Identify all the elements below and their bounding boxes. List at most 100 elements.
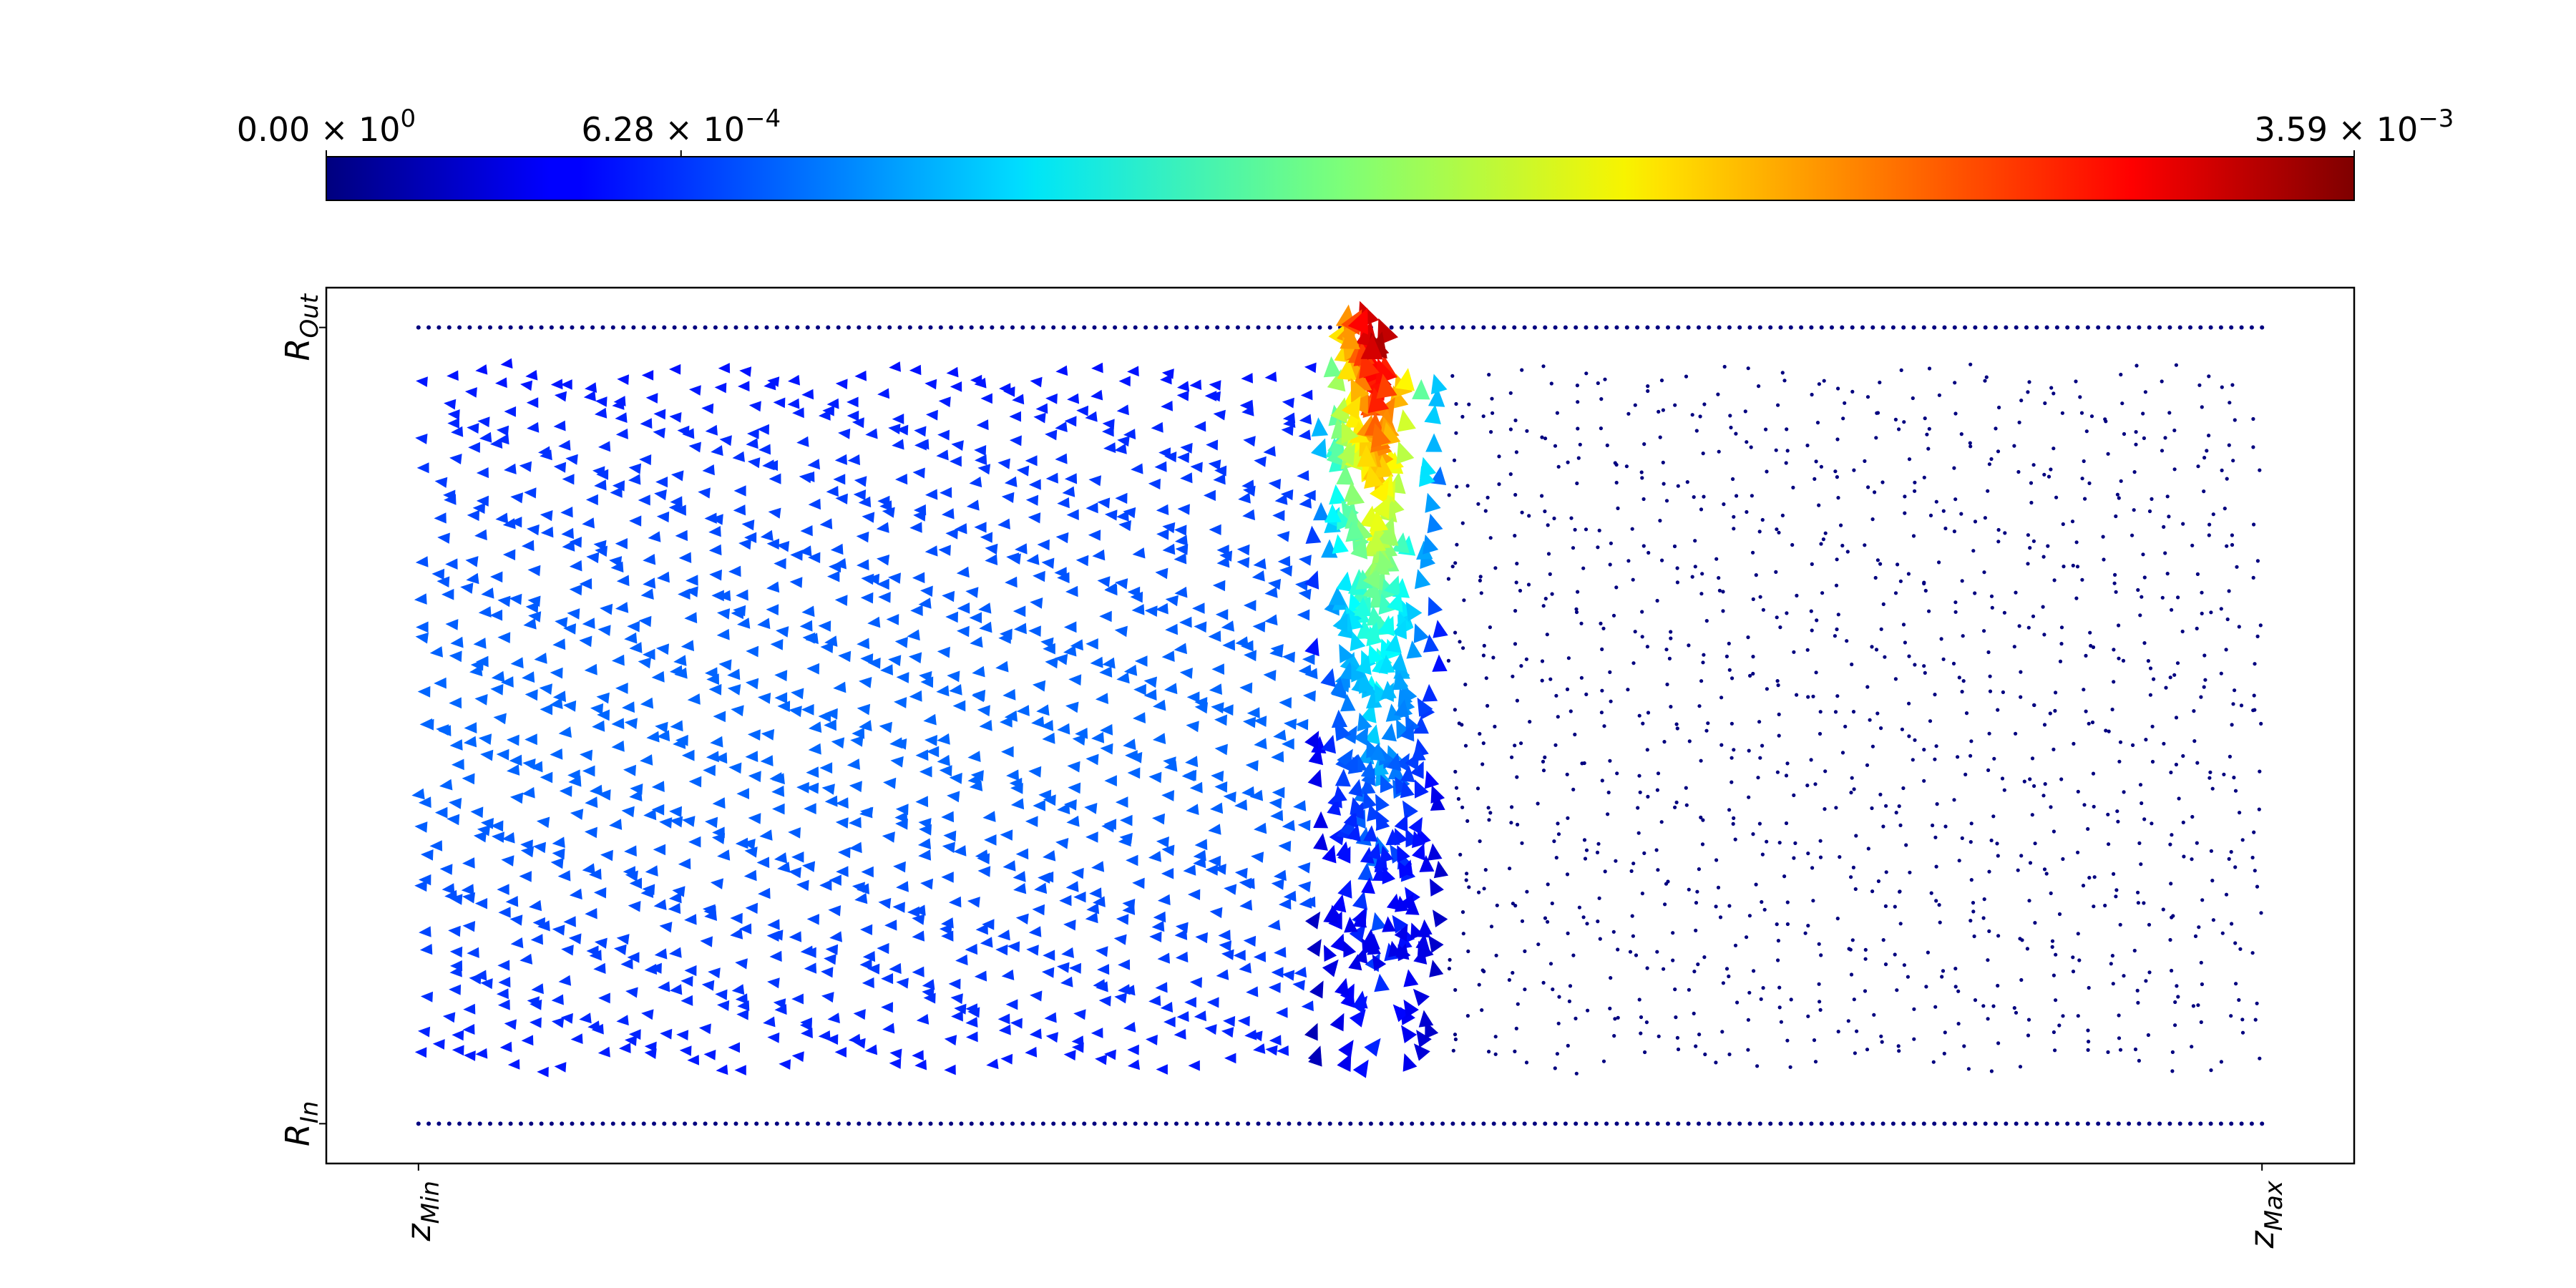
vector-arrow <box>998 1024 1011 1035</box>
vector-point <box>2054 998 2058 1002</box>
vector-point <box>1806 1014 1810 1018</box>
vector-point <box>2012 645 2016 649</box>
vector-arrow <box>496 425 509 436</box>
boundary-point <box>570 1121 575 1126</box>
vector-arrow <box>1311 438 1327 459</box>
vector-arrow <box>1161 369 1174 379</box>
boundary-point <box>652 325 656 330</box>
vector-arrow <box>1006 769 1019 781</box>
vector-arrow <box>520 839 533 851</box>
vector-arrow <box>522 540 535 552</box>
boundary-point <box>1389 325 1394 330</box>
vector-point <box>1758 595 1762 599</box>
vector-arrow <box>1241 399 1254 411</box>
vector-point <box>2237 625 2241 629</box>
vector-arrow <box>1007 941 1020 952</box>
vector-arrow <box>496 748 509 761</box>
vector-point <box>1776 683 1780 688</box>
vector-point <box>2059 777 2064 781</box>
vector-arrow <box>625 1035 638 1046</box>
boundary-point <box>1604 1121 1609 1126</box>
vector-point <box>1903 640 1907 645</box>
vector-point <box>2051 447 2056 451</box>
vector-arrow <box>465 556 479 567</box>
vector-arrow <box>1311 417 1329 437</box>
vector-arrow <box>434 477 448 488</box>
vector-arrow <box>1241 479 1254 491</box>
vector-arrow <box>655 643 669 655</box>
vector-point <box>2228 754 2232 758</box>
vector-point <box>1820 591 1825 595</box>
vector-arrow <box>1410 922 1424 940</box>
vector-arrow <box>974 522 987 533</box>
vector-point <box>1983 516 1987 520</box>
boundary-point <box>887 1121 892 1126</box>
vector-point <box>1569 516 1574 520</box>
vector-arrow <box>582 517 595 529</box>
vector-point <box>2019 977 2024 982</box>
vector-arrow <box>560 379 572 390</box>
vector-point <box>2117 1013 2121 1018</box>
vector-arrow <box>628 463 642 474</box>
vector-point <box>2032 703 2036 708</box>
vector-arrow <box>1332 785 1347 803</box>
vector-arrow <box>1161 650 1175 662</box>
vector-point <box>1803 931 1807 935</box>
vector-arrow <box>1330 678 1346 696</box>
vector-point <box>2180 629 2185 634</box>
vector-arrow <box>806 782 819 794</box>
vector-arrow <box>808 721 822 733</box>
vector-arrow <box>1335 977 1350 997</box>
vector-point <box>1515 775 1519 779</box>
vector-arrow <box>463 1003 476 1015</box>
vector-point <box>1959 512 1963 516</box>
boundary-point <box>1850 325 1855 330</box>
vector-point <box>2077 958 2082 962</box>
boundary-point <box>1870 1121 1875 1126</box>
vector-point <box>2137 1058 2141 1063</box>
vector-arrow <box>1277 555 1291 567</box>
vector-arrow <box>1064 416 1077 427</box>
vector-point <box>2173 1000 2177 1005</box>
vector-point <box>1879 627 1883 631</box>
vector-arrow <box>1028 625 1041 637</box>
vector-point <box>1508 391 1513 395</box>
vector-point <box>1792 650 1796 654</box>
vector-point <box>1969 878 1974 882</box>
vector-point <box>1988 689 1993 693</box>
vector-point <box>1597 528 1601 533</box>
vector-arrow <box>867 573 880 585</box>
boundary-point <box>1963 325 1968 330</box>
vector-point <box>1941 969 1946 973</box>
vector-point <box>1513 1049 1517 1053</box>
vector-arrow <box>462 1024 475 1035</box>
vector-arrow <box>826 486 839 497</box>
vector-arrow <box>718 363 731 374</box>
boundary-point <box>1614 1121 1619 1126</box>
vector-arrow <box>1097 964 1110 975</box>
vector-arrow <box>1394 699 1410 718</box>
vector-arrow <box>1095 1054 1108 1065</box>
vector-arrow <box>1175 535 1188 546</box>
vector-point <box>1785 761 1790 766</box>
vector-arrow <box>1415 933 1430 950</box>
vector-point <box>2060 411 2064 415</box>
boundary-point <box>447 1121 452 1126</box>
vector-arrow <box>669 806 682 818</box>
vector-point <box>1603 377 1607 381</box>
vector-point <box>1966 1067 1971 1071</box>
vector-arrow <box>462 857 475 869</box>
vector-arrow <box>738 538 751 550</box>
vector-point <box>2253 662 2257 666</box>
vector-point <box>1785 449 1790 453</box>
boundary-point <box>1133 325 1138 330</box>
vector-arrow <box>450 636 464 648</box>
vector-point <box>1626 688 1630 692</box>
vector-point <box>2195 761 2200 765</box>
vector-point <box>1727 974 1731 979</box>
vector-arrow <box>1243 935 1257 947</box>
vector-point <box>1655 598 1659 603</box>
vector-point <box>1986 768 1991 772</box>
vector-point <box>1792 856 1796 860</box>
vector-arrow <box>583 391 596 401</box>
